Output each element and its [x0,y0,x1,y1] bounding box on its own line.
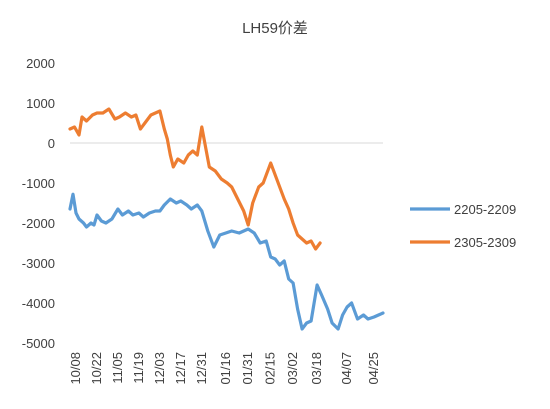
y-tick-label: -3000 [22,256,55,271]
x-tick-label: 01/31 [240,352,255,385]
x-tick-label: 12/03 [152,352,167,385]
x-tick-label: 11/19 [131,352,146,384]
x-tick-label: 10/22 [89,352,104,385]
legend-label-2: 2305-2309 [454,235,516,250]
y-axis: 2000 1000 0 -1000 -2000 -3000 -4000 -5000 [22,56,55,351]
x-tick-label: 03/02 [285,352,300,385]
legend: 2205-2209 2305-2309 [410,202,516,250]
x-tick-label: 04/25 [366,352,381,385]
legend-label-1: 2205-2209 [454,202,516,217]
series-line-2 [68,107,322,251]
y-tick-label: 2000 [26,56,55,71]
y-tick-label: 1000 [26,96,55,111]
x-tick-label: 04/07 [339,352,354,385]
x-tick-label: 12/17 [173,352,188,385]
y-tick-label: -1000 [22,176,55,191]
x-tick-label: 10/08 [68,352,83,385]
plot-area [68,107,385,331]
x-tick-label: 11/05 [110,352,125,384]
y-tick-label: -4000 [22,296,55,311]
x-tick-label: 01/16 [218,352,233,385]
x-tick-label: 03/18 [309,352,324,385]
series-line-1 [68,192,385,331]
y-tick-label: -5000 [22,336,55,351]
x-tick-label: 12/31 [194,352,209,385]
y-tick-label: -2000 [22,216,55,231]
x-tick-label: 02/15 [263,352,278,385]
y-tick-label: 0 [48,136,55,151]
chart-title: LH59价差 [242,20,308,37]
x-axis: 10/08 10/22 11/05 11/19 12/03 12/17 12/31 01/16… [68,352,381,385]
